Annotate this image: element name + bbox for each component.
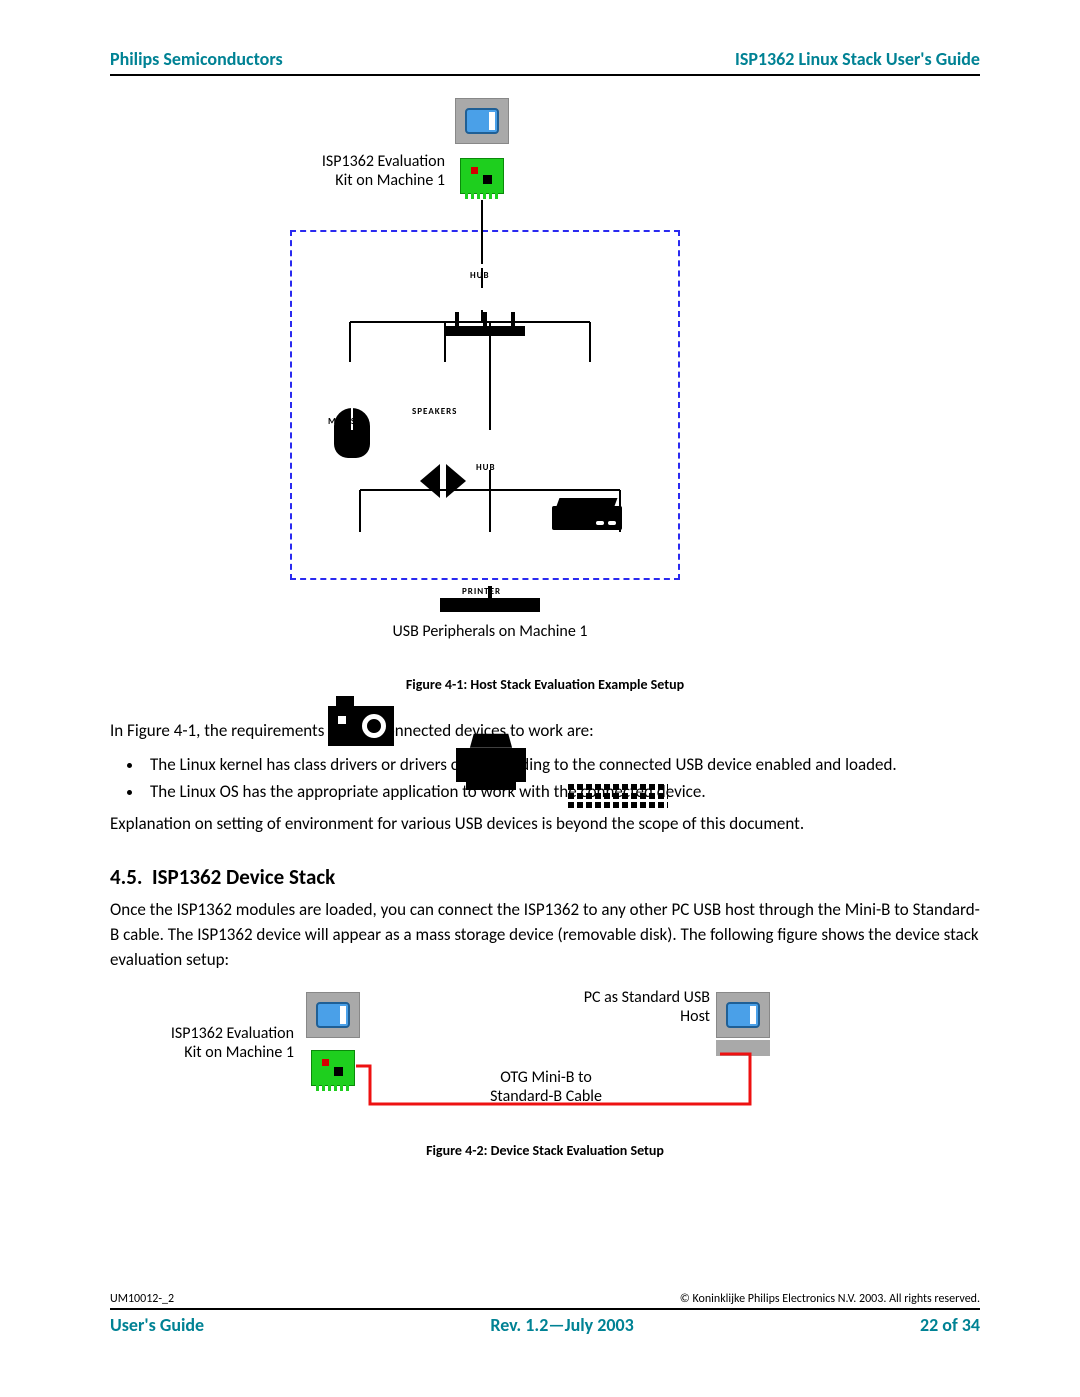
monitor-icon — [455, 98, 509, 144]
speakers-icon — [420, 464, 466, 498]
header-left: Philips Semiconductors — [110, 48, 283, 70]
para-device-stack: Once the ISP1362 modules are loaded, you… — [110, 898, 980, 972]
scanner-icon — [552, 506, 622, 530]
fig2-monitor1-icon — [306, 992, 360, 1038]
footer-right: 22 of 34 — [920, 1314, 980, 1336]
kit-label: ISP1362 Evaluation Kit on Machine 1 — [275, 152, 445, 190]
para-requirements: In Figure 4-1, the requirements for the … — [110, 719, 980, 744]
mouse-label: MOUSE — [328, 416, 361, 427]
section-heading: 4.5. ISP1362 Device Stack — [110, 864, 980, 890]
printer-icon — [456, 748, 526, 782]
fig2-right-label: PC as Standard USB Host — [540, 988, 710, 1026]
doc-number: UM10012-_2 — [110, 1292, 174, 1306]
bullet-2: The Linux OS has the appropriate applica… — [144, 781, 980, 802]
fig2-monitor2-icon — [716, 992, 770, 1038]
section-num: 4.5. — [110, 864, 143, 890]
hub1-icon — [445, 326, 525, 336]
chip-icon — [460, 158, 504, 194]
hub1-label: HUB — [470, 270, 490, 281]
figure-4-1: ISP1362 Evaluation Kit on Machine 1 — [110, 92, 980, 662]
footer-left: User's Guide — [110, 1314, 204, 1336]
footer-center: Rev. 1.2—July 2003 — [490, 1314, 633, 1336]
camera-icon — [328, 706, 394, 746]
bullet-1: The Linux kernel has class drivers or dr… — [144, 754, 980, 775]
section-title: ISP1362 Device Stack — [152, 864, 335, 890]
printer-label: PRINTER — [462, 586, 501, 597]
figure-4-2: ISP1362 Evaluation Kit on Machine 1 PC a… — [110, 978, 980, 1128]
hub2-label: HUB — [476, 462, 496, 473]
figure-4-1-caption: Figure 4-1: Host Stack Evaluation Exampl… — [110, 676, 980, 693]
speakers-label: SPEAKERS — [412, 406, 457, 417]
bullet-list: The Linux kernel has class drivers or dr… — [144, 754, 980, 802]
figure-4-2-caption: Figure 4-2: Device Stack Evaluation Setu… — [110, 1142, 980, 1159]
fig2-left-label: ISP1362 Evaluation Kit on Machine 1 — [134, 1024, 294, 1062]
usb-peripherals-label: USB Peripherals on Machine 1 — [360, 622, 620, 641]
para-explanation: Explanation on setting of environment fo… — [110, 812, 980, 837]
copyright: © Koninklijke Philips Electronics N.V. 2… — [680, 1292, 980, 1306]
hub2-icon — [440, 598, 540, 612]
keyboard-icon — [568, 784, 668, 810]
fig2-cable-label: OTG Mini-B to Standard-B Cable — [466, 1068, 626, 1106]
wires — [290, 192, 680, 592]
header-right: ISP1362 Linux Stack User's Guide — [735, 48, 980, 70]
